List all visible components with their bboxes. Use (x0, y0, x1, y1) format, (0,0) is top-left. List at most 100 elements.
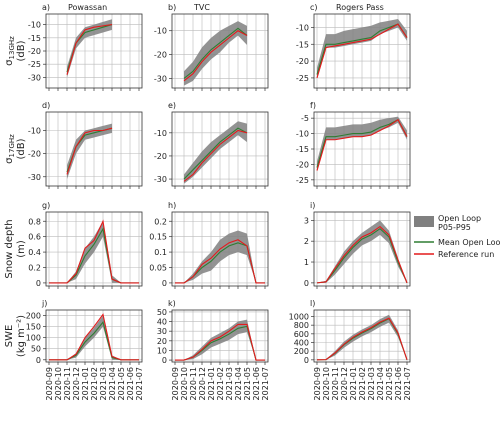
x-tick-label: 2020-10 (322, 367, 331, 400)
reference-line (183, 30, 248, 82)
y-tick-label: -30 (154, 175, 167, 184)
x-tick-label: 2020-09 (313, 367, 322, 400)
y-axis-label-main: SWE (4, 325, 15, 348)
y-tick-label: -20 (296, 57, 309, 66)
y-tick-label: 100 (26, 334, 41, 343)
y-tick-label: -15 (296, 145, 309, 154)
y-tick-label: -20 (296, 160, 309, 169)
panel-label: l) (310, 299, 315, 308)
y-tick-label: 0.6 (28, 233, 41, 242)
panel-label: h) (168, 201, 176, 210)
x-tick-label: 2020-09 (45, 367, 54, 400)
y-axis-label-main: Snow depth (4, 219, 15, 278)
reference-line (66, 24, 113, 75)
x-tick-label: 2021-06 (126, 367, 135, 400)
panel-label: a) (42, 3, 50, 12)
y-tick-label: -25 (296, 74, 309, 83)
open-loop-band (317, 116, 407, 171)
x-tick-label: 2021-03 (367, 367, 376, 400)
panel-title: Rogers Pass (336, 3, 384, 12)
y-axis-label-unit: (kg m⁻²) (16, 315, 27, 357)
panel-label: e) (168, 101, 176, 110)
y-axis-label-sub: 17GHz (8, 134, 16, 158)
y-tick-label: 0 (162, 279, 167, 288)
y-tick-label: 150 (26, 323, 41, 332)
y-tick-label: 400 (294, 339, 309, 348)
y-tick-label: -25 (28, 60, 41, 69)
panel-label: i) (310, 201, 315, 210)
y-tick-label: -15 (28, 34, 41, 43)
mean-line (316, 118, 408, 168)
panel-label: g) (42, 201, 50, 210)
mean-line (183, 127, 248, 180)
y-tick-label: 30 (157, 327, 167, 336)
x-tick-label: 2021-05 (385, 367, 394, 400)
x-tick-label: 2021-03 (225, 367, 234, 400)
y-tick-label: -20 (28, 47, 41, 56)
y-tick-label: -30 (28, 73, 41, 82)
y-tick-label: -30 (28, 173, 41, 182)
x-tick-label: 2021-01 (349, 367, 358, 400)
y-tick-label: 0 (162, 356, 167, 365)
y-tick-label: 200 (26, 312, 41, 321)
axes-frame (171, 111, 269, 187)
y-tick-label: 200 (294, 347, 309, 356)
axes-frame (313, 111, 411, 187)
y-tick-label: 800 (294, 321, 309, 330)
y-tick-label: -5 (301, 114, 309, 123)
x-tick-label: 2021-07 (261, 367, 270, 400)
y-axis-label-unit: (dB) (16, 138, 27, 159)
y-axis-label: Snow depth (4, 219, 15, 278)
reference-line (175, 323, 265, 361)
axes-frame (45, 309, 143, 363)
y-tick-label: 20 (157, 337, 167, 346)
open-loop-band (67, 123, 112, 180)
open-loop-band (184, 121, 247, 184)
x-tick-label: 2020-10 (54, 367, 63, 400)
reference-line (316, 317, 408, 361)
y-tick-label: -25 (296, 176, 309, 185)
reference-line (49, 219, 139, 284)
y-tick-label: 0.4 (28, 248, 41, 257)
y-tick-label: 1000 (289, 313, 309, 322)
reference-line (66, 127, 113, 175)
x-tick-label: 2021-04 (108, 367, 117, 400)
y-tick-label: 10 (157, 346, 167, 355)
y-tick-label: 0 (36, 279, 41, 288)
x-tick-label: 2020-12 (198, 367, 207, 400)
mean-line (316, 227, 408, 284)
legend-label: P05-P95 (438, 223, 471, 232)
y-axis-label: σ13GHz (4, 36, 16, 66)
x-tick-label: 2020-11 (331, 367, 340, 400)
x-tick-label: 2021-05 (117, 367, 126, 400)
x-tick-label: 2021-03 (99, 367, 108, 400)
y-axis-label-main: σ (4, 59, 15, 66)
x-tick-label: 2020-12 (340, 367, 349, 400)
open-loop-band (317, 220, 407, 283)
x-tick-label: 2020-09 (171, 367, 180, 400)
y-tick-label: 2 (304, 237, 309, 246)
reference-line (316, 118, 408, 171)
panel-label: k) (168, 299, 176, 308)
x-tick-label: 2021-02 (358, 367, 367, 400)
y-axis-label-main: σ (4, 157, 15, 164)
y-tick-label: 50 (31, 345, 41, 354)
axes-frame (171, 309, 269, 363)
panel-label: j) (41, 299, 47, 308)
y-tick-label: 40 (157, 318, 167, 327)
y-tick-label: -10 (28, 21, 41, 30)
x-tick-label: 2021-07 (403, 367, 412, 400)
open-loop-band (175, 319, 265, 361)
legend-label: Open Loop (438, 214, 481, 223)
panel-label: f) (310, 101, 316, 110)
y-tick-label: 0.15 (149, 233, 167, 242)
y-tick-label: 50 (157, 308, 167, 317)
y-tick-label: 0 (304, 279, 309, 288)
legend-label: Mean Open Loop (438, 238, 500, 247)
reference-line (316, 225, 408, 284)
y-tick-label: 1 (304, 258, 309, 267)
y-axis-label: σ17GHz (4, 134, 16, 164)
x-tick-label: 2020-11 (189, 367, 198, 400)
y-tick-label: 0.2 (28, 264, 41, 273)
